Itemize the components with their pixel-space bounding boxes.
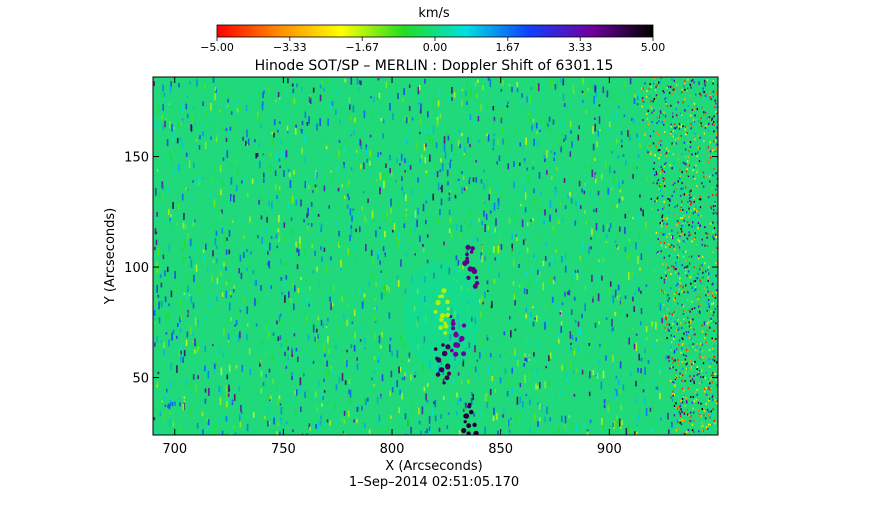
x-tick-label: 900 bbox=[597, 442, 622, 457]
timestamp: 1–Sep–2014 02:51:05.170 bbox=[349, 475, 519, 490]
y-axis-label: Y (Arcseconds) bbox=[103, 208, 118, 305]
plot-frame bbox=[152, 76, 719, 436]
doppler-feature bbox=[461, 402, 479, 435]
doppler-map bbox=[153, 77, 718, 435]
colorbar-tick-label: 5.00 bbox=[641, 41, 666, 54]
y-axis: 50 100 150 bbox=[124, 151, 718, 387]
colorbar-tick-label: 0.00 bbox=[423, 41, 448, 54]
colorbar-ticks: −5.00 −3.33 −1.67 0.00 1.67 3.33 5.00 bbox=[200, 37, 665, 54]
colorbar-tick-label: 3.33 bbox=[568, 41, 593, 54]
doppler-feature bbox=[433, 288, 451, 335]
colorbar-tick-label: −5.00 bbox=[200, 41, 234, 54]
y-tick-label: 150 bbox=[124, 151, 149, 166]
chart-title: Hinode SOT/SP – MERLIN : Doppler Shift o… bbox=[255, 58, 614, 74]
x-tick-label: 850 bbox=[488, 442, 513, 457]
x-tick-label: 700 bbox=[162, 442, 187, 457]
colorbar-unit-label: km/s bbox=[418, 6, 450, 21]
doppler-feature bbox=[433, 343, 452, 385]
x-axis-label: X (Arcseconds) bbox=[385, 459, 482, 474]
map-background bbox=[153, 77, 718, 435]
map-limb-region bbox=[641, 77, 718, 435]
x-axis: 700 750 800 850 900 bbox=[162, 77, 622, 457]
colorbar-tick-label: −1.67 bbox=[345, 41, 379, 54]
x-tick-label: 750 bbox=[271, 442, 296, 457]
doppler-feature bbox=[462, 244, 480, 289]
x-tick-label: 800 bbox=[380, 442, 405, 457]
doppler-feature bbox=[448, 314, 467, 357]
colorbar bbox=[216, 24, 654, 38]
map-features bbox=[433, 244, 480, 435]
colorbar-tick-label: 1.67 bbox=[496, 41, 521, 54]
y-tick-label: 100 bbox=[124, 261, 149, 276]
colorbar-tick-label: −3.33 bbox=[273, 41, 307, 54]
y-tick-label: 50 bbox=[132, 372, 149, 387]
map-noise bbox=[153, 77, 673, 435]
